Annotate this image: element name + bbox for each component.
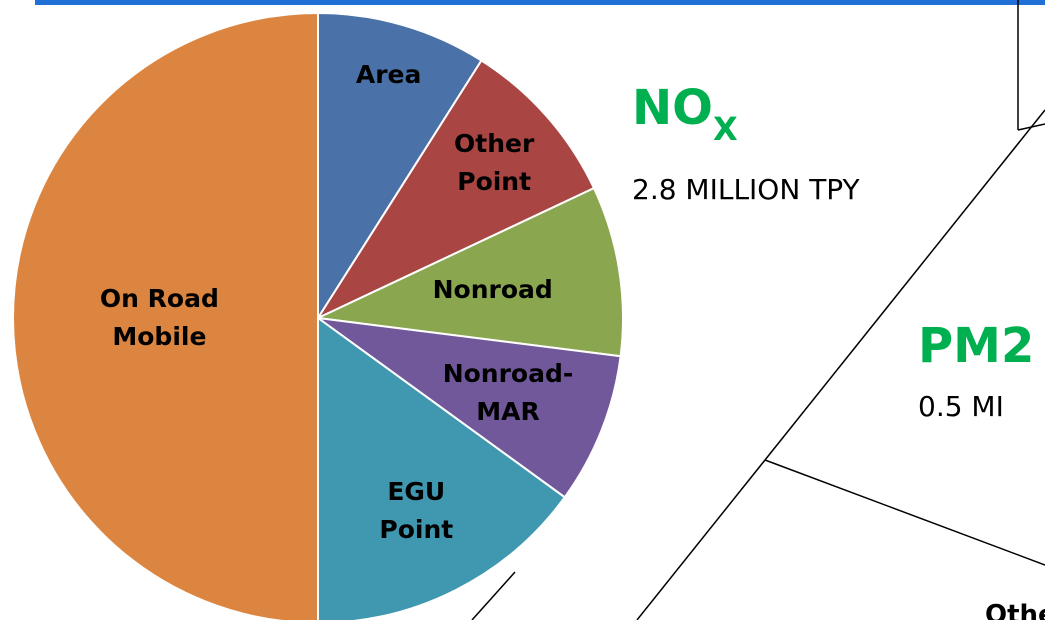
connector-line — [636, 109, 1045, 620]
slice-label: EGU Point — [379, 476, 454, 544]
top-bar — [35, 0, 1045, 5]
chart-title-subscript: X — [713, 110, 738, 148]
chart-title: NO — [632, 80, 713, 136]
connector-lines — [471, 0, 1045, 620]
pie-slice — [317, 316, 567, 620]
slice-label: Nonroad — [432, 275, 553, 305]
pie-slice — [12, 11, 319, 620]
slice-label: On Road Mobile — [99, 284, 219, 351]
pie — [12, 11, 624, 620]
slice-label: Area — [355, 59, 422, 89]
pie-slice — [317, 317, 622, 499]
connector-line — [471, 571, 516, 620]
chart-subtitle: 2.8 MILLION TPY — [632, 173, 860, 206]
pie-slice — [314, 186, 624, 358]
annotation: 0.5 MI — [918, 390, 1004, 423]
connector-line — [764, 459, 1045, 566]
annotation: PM2 — [918, 318, 1035, 374]
slice-label: Nonroad- MAR — [442, 359, 574, 427]
pie-slice — [315, 59, 596, 321]
annotation: Othe — [985, 600, 1045, 620]
slice-label: Other Point — [454, 128, 535, 196]
pie-slice — [317, 11, 483, 322]
